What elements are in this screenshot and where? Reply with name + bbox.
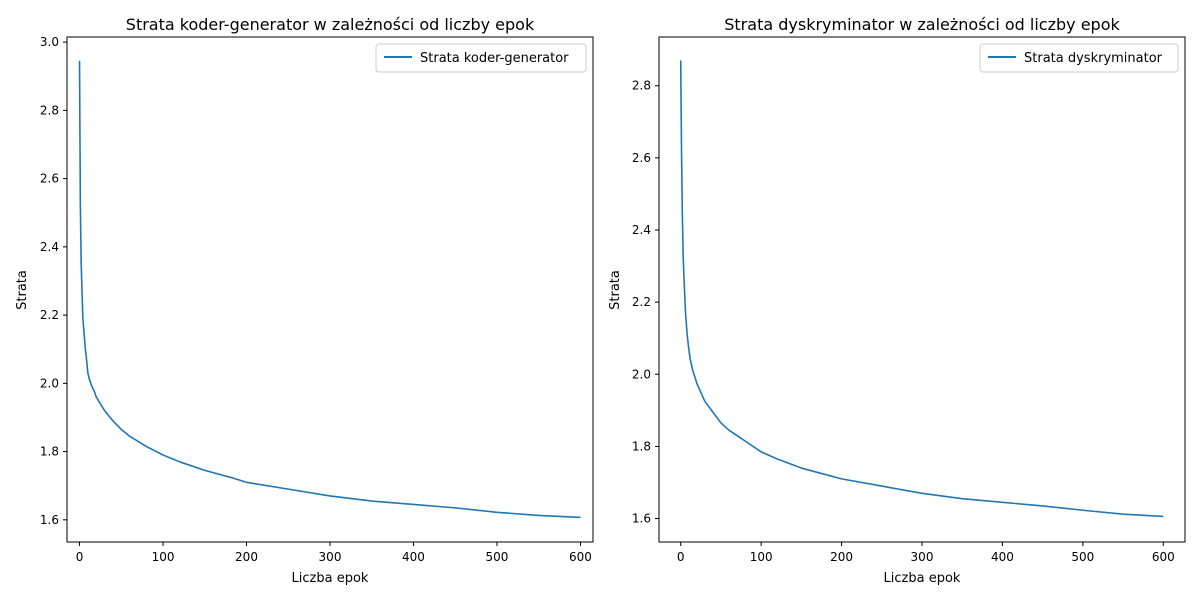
- legend-box: [979, 43, 1179, 73]
- y-tick-label: 2.6: [632, 151, 651, 165]
- y-axis-label: Strata: [15, 270, 30, 310]
- x-axis-ticks: 0 100 200 300 400 500 600: [76, 542, 592, 564]
- y-tick-label: 2.0: [40, 376, 59, 390]
- legend-entry: Strata koder-generator: [420, 51, 569, 66]
- x-tick-label: 500: [1071, 550, 1094, 564]
- x-tick-label: 600: [569, 550, 592, 564]
- series-layer: [679, 60, 1164, 518]
- series-line-0: [78, 60, 581, 519]
- y-tick-label: 1.6: [40, 513, 59, 527]
- x-tick-label: 0: [76, 550, 84, 564]
- x-tick-label: 500: [486, 550, 509, 564]
- x-tick-label: 100: [152, 550, 175, 564]
- plot-koder-generator: Strata koder-generator w zależności od l…: [15, 15, 594, 586]
- x-tick-label: 0: [677, 550, 685, 564]
- x-tick-label: 200: [830, 550, 853, 564]
- x-tick-label: 300: [319, 550, 342, 564]
- series-layer: [78, 60, 581, 519]
- legend-box: [375, 43, 587, 73]
- axes-frame: [658, 36, 1186, 543]
- x-axis-ticks: 0 100 200 300 400 500 600: [677, 542, 1175, 564]
- legend-entry: Strata dyskryminator: [1024, 51, 1163, 66]
- y-tick-label: 2.8: [632, 79, 651, 93]
- y-tick-label: 1.8: [40, 445, 59, 459]
- y-tick-label: 2.4: [632, 223, 651, 237]
- y-tick-label: 1.8: [632, 439, 651, 453]
- x-tick-label: 400: [402, 550, 425, 564]
- y-axis-ticks: 1.6 1.8 2.0 2.2 2.4 2.6 2.8: [632, 79, 659, 526]
- plot-title: Strata koder-generator w zależności od l…: [126, 15, 535, 34]
- x-axis-label: Liczba epok: [884, 571, 961, 586]
- x-tick-label: 300: [911, 550, 934, 564]
- x-axis-label: Liczba epok: [292, 571, 369, 586]
- legend: Strata dyskryminator: [979, 43, 1179, 73]
- y-tick-label: 1.6: [632, 512, 651, 526]
- y-tick-label: 2.4: [40, 240, 59, 254]
- y-tick-label: 3.0: [40, 35, 59, 49]
- x-tick-label: 600: [1152, 550, 1175, 564]
- y-tick-label: 2.8: [40, 103, 59, 117]
- y-axis-ticks: 1.6 1.8 2.0 2.2 2.4 2.6 2.8 3.0: [40, 35, 67, 527]
- y-tick-label: 2.6: [40, 172, 59, 186]
- y-tick-label: 2.2: [40, 308, 59, 322]
- x-tick-label: 400: [991, 550, 1014, 564]
- y-axis-label: Strata: [608, 270, 623, 310]
- plot-title: Strata dyskryminator w zależności od lic…: [724, 15, 1120, 34]
- plot-dyskryminator: Strata dyskryminator w zależności od lic…: [608, 15, 1186, 586]
- series-line-0: [679, 60, 1164, 518]
- x-tick-label: 200: [235, 550, 258, 564]
- y-tick-label: 2.0: [632, 367, 651, 381]
- x-tick-label: 100: [750, 550, 773, 564]
- axes-frame: [66, 36, 594, 543]
- legend: Strata koder-generator: [375, 43, 587, 73]
- y-tick-label: 2.2: [632, 295, 651, 309]
